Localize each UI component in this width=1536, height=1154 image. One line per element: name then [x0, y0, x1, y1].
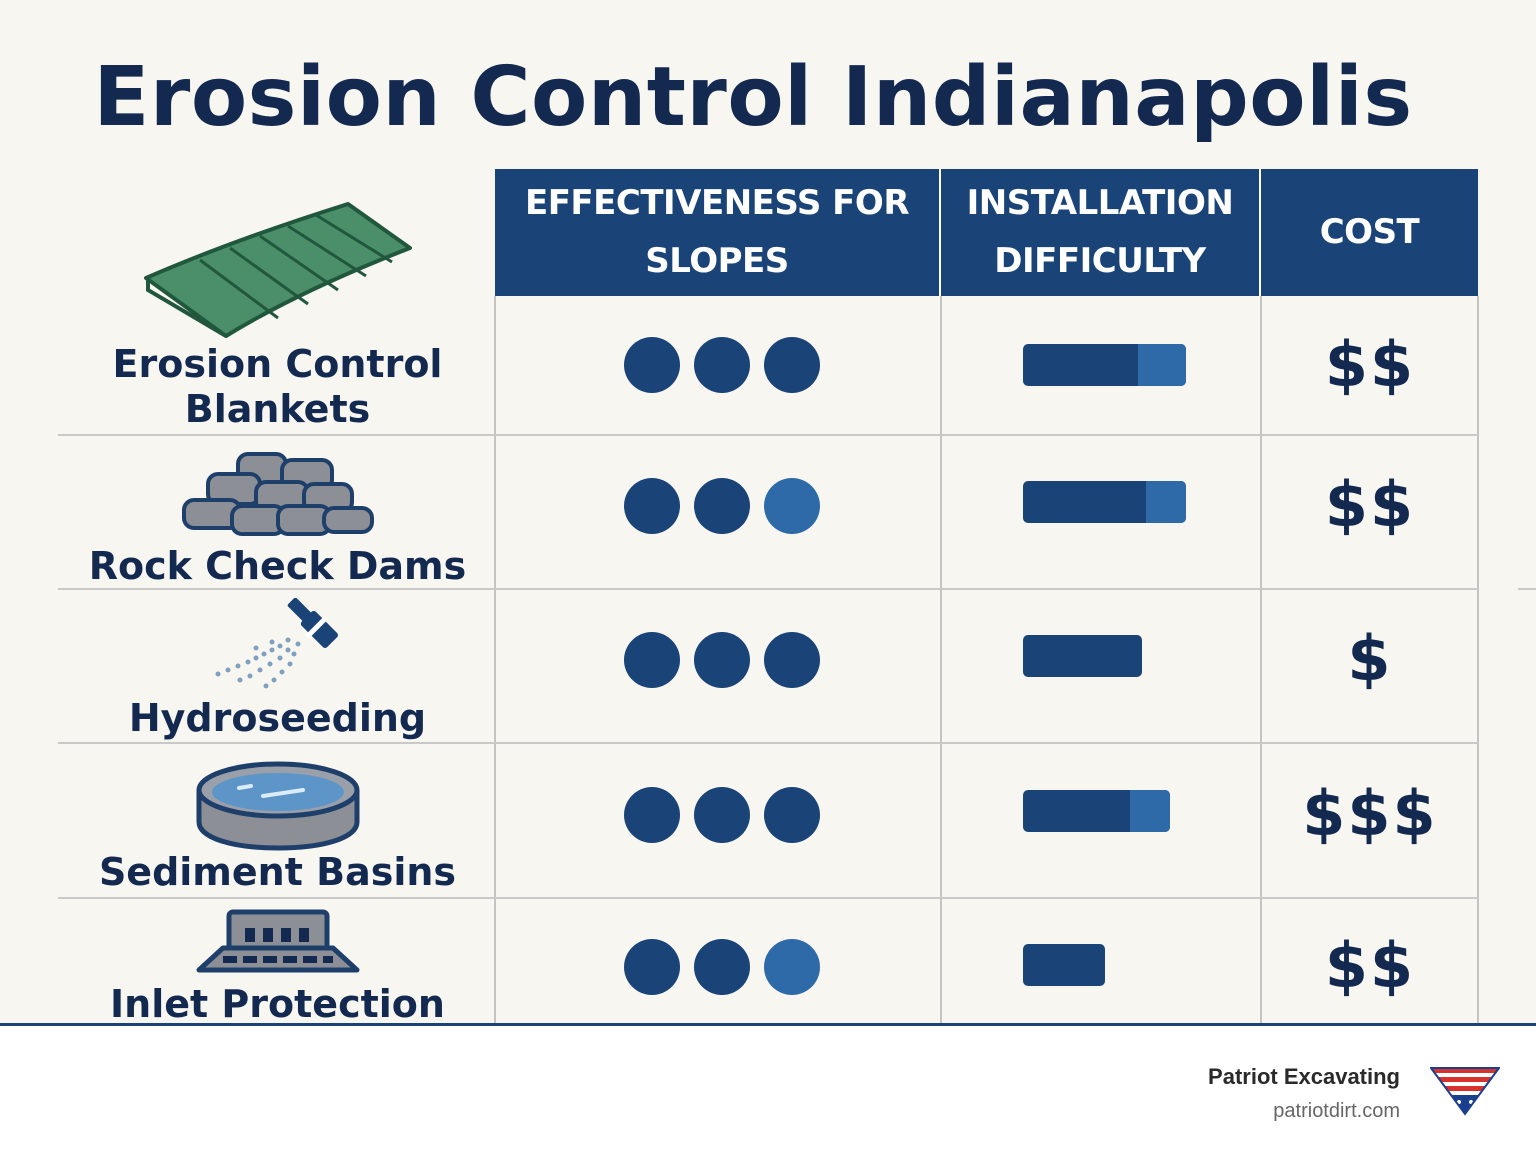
brand: Patriot Excavating patriotdirt.com	[1208, 1064, 1400, 1123]
difficulty-bar	[1023, 635, 1142, 677]
rating-dot	[764, 787, 820, 843]
rating-dot	[764, 478, 820, 534]
header-effectiveness: EFFECTIVENESS FOR SLOPES	[495, 169, 941, 296]
row-label: Rock Check Dams	[88, 544, 467, 588]
row-label: Sediment Basins	[98, 850, 457, 894]
rating-dot	[694, 337, 750, 393]
cost-rating: $$	[1324, 468, 1416, 541]
storm-drain-icon	[60, 908, 495, 978]
effectiveness-rating	[624, 337, 824, 393]
rock-pile-icon	[60, 448, 495, 538]
footer	[0, 1026, 1536, 1154]
difficulty-bar	[1023, 344, 1186, 386]
header-cost: COST	[1319, 211, 1420, 252]
cost-rating: $$$	[1302, 777, 1438, 850]
footer-divider	[0, 1023, 1536, 1026]
grid-line	[494, 296, 496, 1023]
rating-dot	[764, 337, 820, 393]
spray-nozzle-icon	[60, 598, 495, 690]
rating-dot	[694, 787, 750, 843]
company-name: Patriot Excavating	[1208, 1064, 1400, 1089]
rating-dot	[694, 939, 750, 995]
difficulty-bar	[1023, 481, 1186, 523]
effectiveness-rating	[624, 787, 824, 843]
grid-line	[58, 588, 1478, 590]
grid-line	[1260, 296, 1262, 1023]
erosion-blanket-icon	[60, 196, 495, 341]
rating-dot	[624, 337, 680, 393]
rating-dot	[624, 478, 680, 534]
rating-dot	[624, 939, 680, 995]
row-label: Hydroseeding	[128, 696, 427, 740]
row-label: Erosion Control Blankets	[112, 342, 443, 431]
rating-dot	[624, 632, 680, 688]
rating-dot	[764, 632, 820, 688]
row-label: Inlet Protection	[110, 982, 445, 1026]
grid-line	[1477, 296, 1479, 1023]
difficulty-bar-segment	[1130, 790, 1170, 832]
table-header: EFFECTIVENESS FOR SLOPES INSTALLATION DI…	[495, 169, 1478, 296]
page-title: Erosion Control Indianapolis	[93, 50, 1413, 145]
effectiveness-rating	[624, 632, 824, 688]
patriot-shield-icon	[1429, 1066, 1501, 1120]
difficulty-bar	[1023, 790, 1170, 832]
cost-rating: $$	[1324, 328, 1416, 401]
effectiveness-rating	[624, 478, 824, 534]
grid-line	[58, 434, 1478, 436]
rating-dot	[764, 939, 820, 995]
basin-icon	[60, 756, 495, 852]
grid-line	[940, 296, 942, 1023]
grid-line	[58, 742, 1478, 744]
grid-line	[58, 897, 1478, 899]
header-installation: INSTALLATION DIFFICULTY	[941, 169, 1261, 296]
difficulty-bar	[1023, 944, 1105, 986]
rating-dot	[624, 787, 680, 843]
difficulty-bar-segment	[1138, 344, 1186, 386]
difficulty-bar-segment	[1146, 481, 1186, 523]
company-url[interactable]: patriotdirt.com	[1273, 1100, 1400, 1122]
rating-dot	[694, 478, 750, 534]
rating-dot	[694, 632, 750, 688]
grid-line	[1518, 588, 1536, 590]
cost-rating: $$	[1324, 929, 1416, 1002]
effectiveness-rating	[624, 939, 824, 995]
cost-rating: $	[1347, 622, 1393, 695]
